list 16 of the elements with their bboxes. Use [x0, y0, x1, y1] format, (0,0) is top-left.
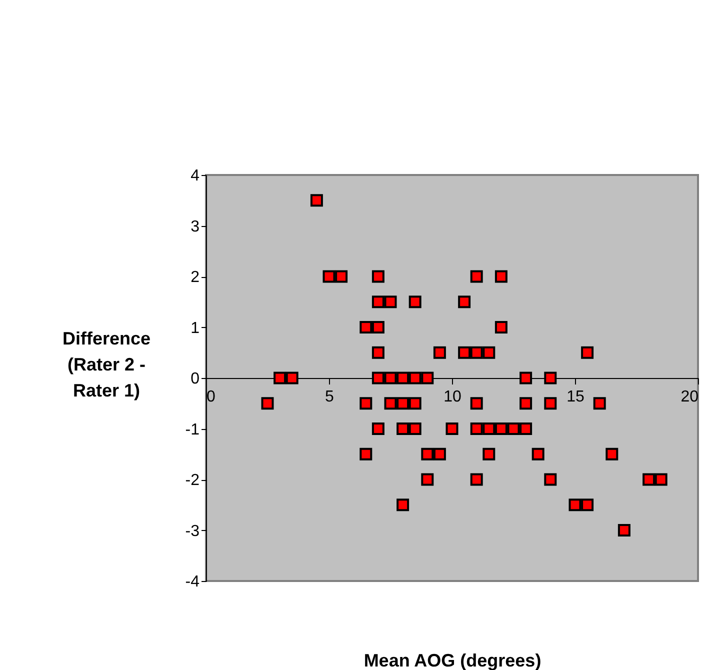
- y-tick-label: -3: [185, 522, 200, 540]
- y-tick-label: -1: [185, 421, 200, 438]
- x-axis-title: Mean AOG (degrees): [364, 650, 542, 670]
- y-tick-label: -2: [185, 472, 200, 489]
- x-tick-label: 10: [444, 388, 462, 406]
- x-tick-label: 20: [680, 388, 699, 406]
- y-tick-label: 1: [190, 320, 200, 337]
- y-tick-label: 4: [190, 168, 200, 184]
- y-tick-label: 2: [190, 269, 200, 286]
- y-tick-label: -4: [185, 574, 200, 590]
- x-tick-label: 0: [206, 388, 216, 406]
- x-tick-label: 5: [325, 388, 334, 406]
- y-axis-title: Difference (Rater 2 - Rater 1): [62, 328, 151, 400]
- y-tick-label: 0: [190, 370, 200, 388]
- y-tick-label: 3: [190, 218, 200, 236]
- x-tick-label: 15: [566, 388, 584, 406]
